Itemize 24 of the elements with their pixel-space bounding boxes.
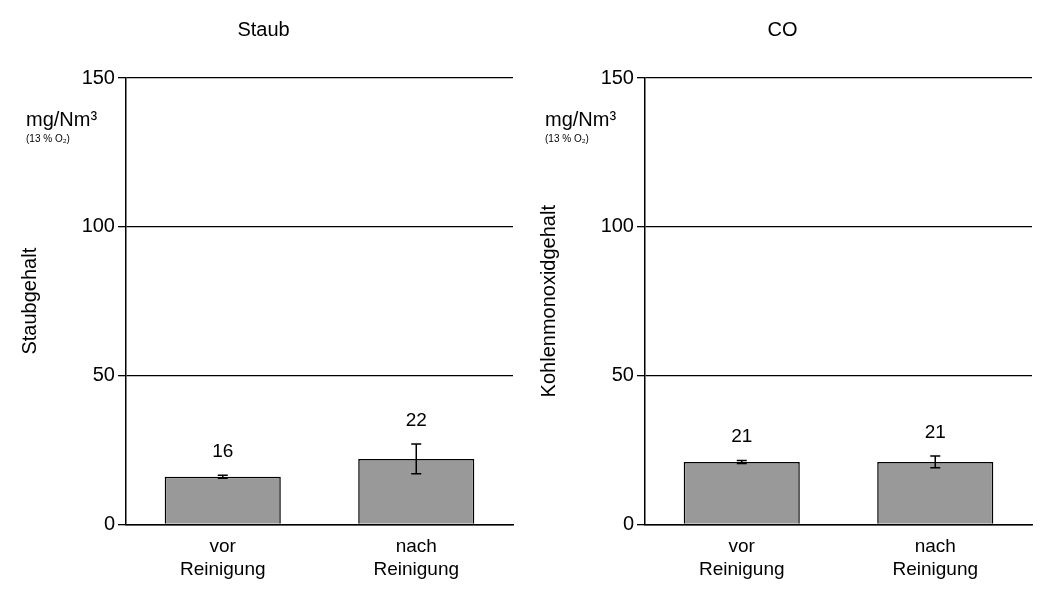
data-label: 22 bbox=[405, 408, 427, 430]
chart-title: CO bbox=[767, 17, 798, 40]
y-tick-label: 0 bbox=[622, 511, 634, 534]
text: mg/Nm³ bbox=[545, 108, 617, 130]
data-label: 16 bbox=[212, 440, 234, 462]
y-tick-label: 50 bbox=[611, 363, 634, 386]
y-tick-label: 100 bbox=[600, 214, 634, 237]
data-label: 21 bbox=[731, 425, 753, 447]
x-tick-label: nach Reinigung bbox=[373, 535, 460, 579]
text: (13 % O₂) bbox=[26, 133, 70, 144]
data-label: 21 bbox=[924, 420, 946, 442]
text: (13 % O₂) bbox=[545, 133, 589, 144]
y-tick-label: 100 bbox=[81, 214, 115, 237]
text: mg/Nm³ bbox=[26, 108, 98, 130]
y-tick-label: 50 bbox=[92, 363, 115, 386]
x-tick-label: nach Reinigung bbox=[892, 535, 979, 579]
y-tick-label: 0 bbox=[103, 511, 115, 534]
x-tick-label: vor Reinigung bbox=[179, 535, 266, 579]
y-tick-label: 150 bbox=[81, 65, 115, 88]
chart-title: Staub bbox=[237, 17, 290, 40]
y-tick-label: 150 bbox=[600, 65, 634, 88]
x-tick-label: vor Reinigung bbox=[698, 535, 785, 579]
y-axis-title: Staubgehalt bbox=[17, 247, 40, 355]
y-axis-title: Kohlenmonoxidgehalt bbox=[536, 204, 559, 398]
